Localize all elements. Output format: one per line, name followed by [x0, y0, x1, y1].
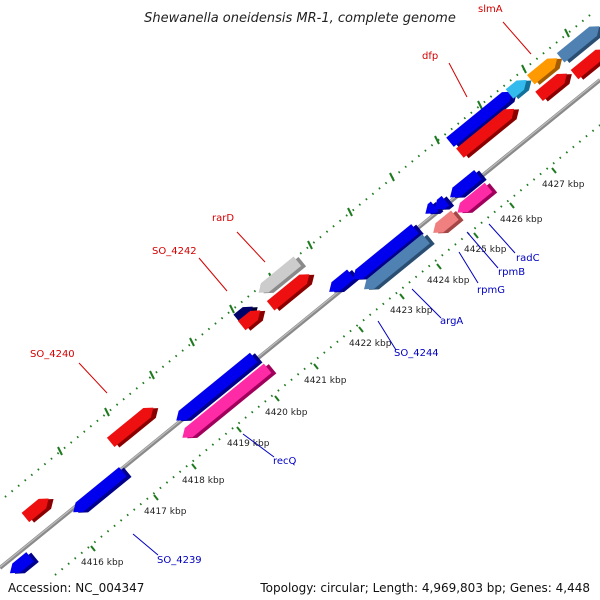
gene-feature	[434, 195, 455, 210]
scale-tick	[436, 263, 442, 270]
scale-tick	[90, 545, 96, 552]
scale-tick-label: 4427 kbp	[542, 180, 585, 190]
label-leader-line	[198, 257, 228, 292]
gene-feature	[535, 73, 572, 102]
label-leader-line	[242, 433, 275, 458]
gene-feature	[456, 108, 520, 159]
gene-feature	[433, 210, 464, 234]
gene-feature	[570, 49, 600, 80]
scale-tick	[473, 232, 479, 239]
gene-feature	[176, 352, 263, 422]
gene-feature	[556, 26, 600, 63]
scale-tick-label: 4424 kbp	[427, 276, 470, 286]
gene-label: rarD	[212, 213, 234, 224]
gene-label: rpmG	[477, 285, 505, 296]
gene-label: rpmB	[498, 267, 525, 278]
scale-tick-label: 4425 kbp	[464, 245, 507, 255]
gene-features	[9, 26, 600, 574]
inner-dotted-guide	[54, 124, 600, 576]
scale-tick	[358, 326, 364, 333]
outer-scale-tick	[149, 370, 155, 380]
label-leader-line	[132, 533, 159, 556]
gene-feature	[329, 269, 360, 293]
label-leader-line	[78, 362, 108, 394]
gene-feature	[258, 256, 307, 294]
gene-feature	[450, 169, 487, 198]
map-title: Shewanella oneidensis MR-1, complete gen…	[144, 11, 456, 26]
scale-tick-label: 4420 kbp	[265, 408, 308, 418]
outer-scale-tick	[564, 28, 570, 38]
gene-feature	[505, 80, 532, 100]
label-leader-line	[377, 320, 397, 351]
label-leader-line	[502, 21, 532, 55]
gene-label: radC	[516, 253, 540, 264]
scale-tick	[313, 363, 319, 370]
scale-tick-label: 4419 kbp	[227, 439, 270, 449]
gene-labels: slmA dfp rarD SO_4242 SO_4240 radC rpmB rpmG arg…	[30, 4, 540, 566]
gene-label: SO_4239	[157, 555, 202, 566]
gene-feature	[73, 467, 132, 513]
accession-text: Accession: NC_004347	[8, 581, 145, 595]
scale-tick-label: 4421 kbp	[304, 376, 347, 386]
genome-summary-text: Topology: circular; Length: 4,969,803 bp…	[260, 581, 590, 595]
label-leader-line	[236, 231, 266, 263]
gene-feature	[21, 498, 54, 523]
label-leader-line	[448, 62, 468, 98]
gene-label: SO_4240	[30, 349, 75, 360]
scale-tick-label: 4416 kbp	[81, 558, 124, 568]
scale-tick-label: 4417 kbp	[144, 507, 187, 517]
outer-scale-tick	[307, 240, 313, 250]
scale-tick	[509, 202, 515, 209]
scale-ticks: 4416 kbp 4417 kbp 4418 kbp 4419 kbp 4420 kbp…	[57, 28, 585, 568]
footer-bar: Accession: NC_004347 Topology: circular;…	[0, 578, 600, 600]
label-leader-line	[411, 288, 442, 319]
gene-label: slmA	[478, 4, 503, 15]
scale-tick	[551, 167, 557, 174]
scale-tick	[236, 426, 242, 433]
scale-tick	[399, 293, 405, 300]
gene-feature	[266, 274, 315, 311]
gene-label: dfp	[422, 51, 438, 62]
outer-scale-tick	[189, 337, 195, 347]
scale-tick	[274, 395, 280, 402]
outer-scale-tick	[347, 207, 353, 217]
outer-scale-tick	[57, 446, 63, 456]
label-leader-line	[466, 231, 499, 269]
gene-label: SO_4242	[152, 246, 197, 257]
gene-feature	[364, 234, 435, 290]
outer-scale-tick	[389, 172, 395, 182]
gene-feature	[182, 363, 277, 439]
outer-scale-tick	[521, 64, 527, 74]
scale-tick	[153, 494, 159, 501]
gene-feature	[457, 182, 498, 214]
outer-scale-tick	[477, 100, 483, 110]
scale-tick-label: 4418 kbp	[182, 476, 225, 486]
outer-scale-tick	[434, 135, 440, 145]
gene-label: recQ	[273, 456, 297, 467]
gene-feature	[237, 310, 266, 331]
scale-tick-label: 4422 kbp	[349, 339, 392, 349]
outer-scale-tick	[104, 407, 110, 417]
scale-tick	[191, 463, 197, 470]
scale-tick-label: 4426 kbp	[500, 215, 543, 225]
outer-scale-tick	[229, 304, 235, 314]
label-leader-line	[488, 223, 516, 254]
outer-dotted-guide	[4, 14, 591, 498]
label-leader-line	[458, 251, 479, 284]
gene-feature	[106, 407, 159, 448]
gene-feature	[446, 91, 517, 148]
gene-label: argA	[440, 316, 463, 327]
gene-feature	[353, 224, 424, 280]
gene-feature	[9, 552, 39, 574]
scale-tick-label: 4423 kbp	[390, 306, 433, 316]
gene-feature	[527, 58, 563, 85]
gene-label: SO_4244	[394, 348, 439, 359]
label-leaders	[78, 21, 532, 556]
